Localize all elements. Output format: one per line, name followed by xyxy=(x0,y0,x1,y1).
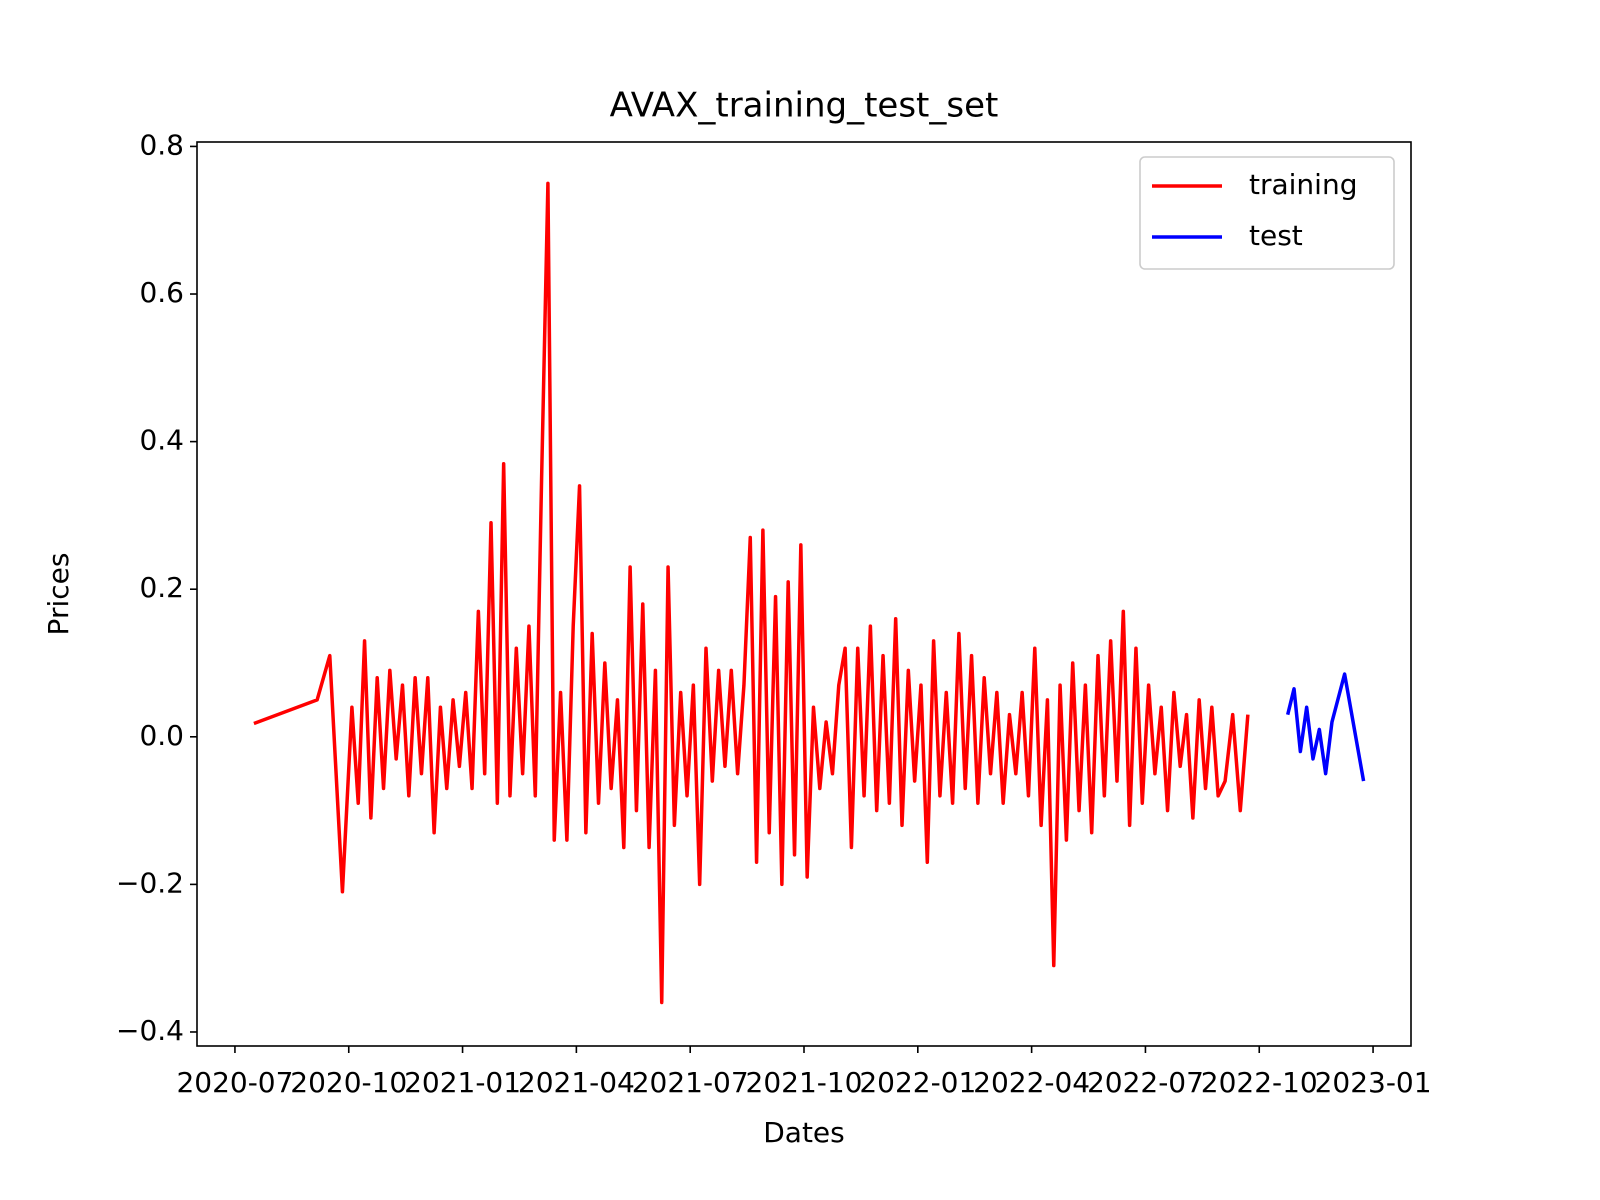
x-tick-label: 2021-01 xyxy=(404,1066,521,1099)
x-tick-label: 2022-10 xyxy=(1201,1066,1318,1099)
x-tick-label: 2021-10 xyxy=(746,1066,863,1099)
x-tick-label: 2022-07 xyxy=(1087,1066,1204,1099)
x-tick-label: 2021-04 xyxy=(518,1066,635,1099)
y-tick-label: −0.4 xyxy=(116,1014,184,1047)
x-tick-label: 2022-01 xyxy=(859,1066,976,1099)
x-tick-label: 2021-07 xyxy=(632,1066,749,1099)
x-tick-label: 2023-01 xyxy=(1315,1066,1432,1099)
y-tick-label: 0.2 xyxy=(139,571,184,604)
x-tick-label: 2022-04 xyxy=(973,1066,1090,1099)
line-test xyxy=(1286,672,1366,782)
line-training xyxy=(253,181,1250,1005)
y-tick-label: −0.2 xyxy=(116,866,184,899)
y-tick-label: 0.4 xyxy=(139,424,184,457)
legend-label: test xyxy=(1249,219,1303,252)
legend-label: training xyxy=(1249,168,1357,201)
y-axis-label: Prices xyxy=(42,553,75,636)
y-tick-label: 0.0 xyxy=(139,719,184,752)
x-axis-label: Dates xyxy=(763,1116,845,1149)
x-tick-label: 2020-07 xyxy=(176,1066,293,1099)
x-tick-label: 2020-10 xyxy=(290,1066,407,1099)
y-tick-label: 0.8 xyxy=(139,128,184,161)
chart-title: AVAX_training_test_set xyxy=(610,86,999,126)
plot-frame xyxy=(196,141,1412,1047)
y-tick-label: 0.6 xyxy=(139,276,184,309)
